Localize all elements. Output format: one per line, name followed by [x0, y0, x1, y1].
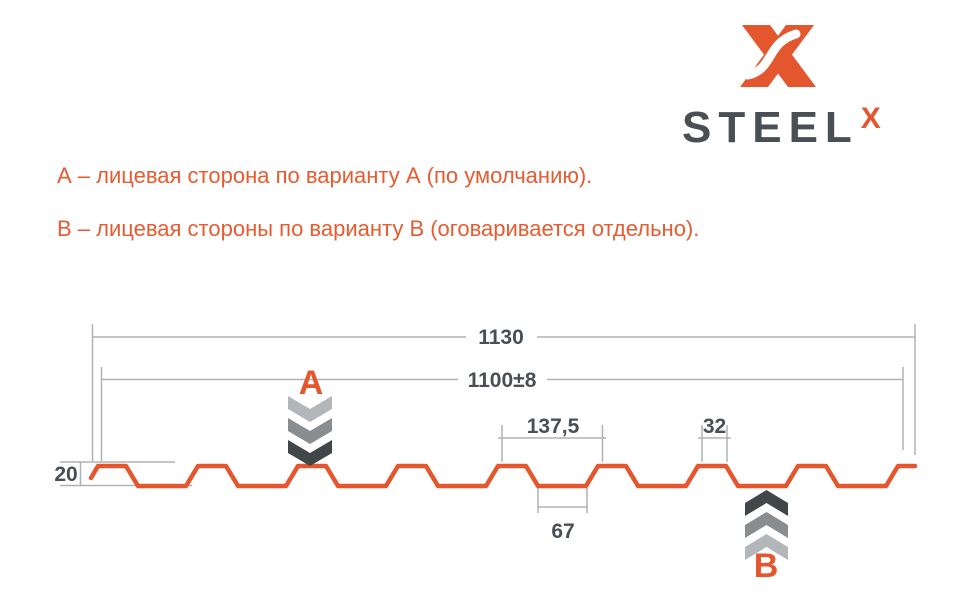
marker-b-letter: B [754, 547, 779, 585]
note-variant-b: В – лицевая стороны по варианту В (огова… [57, 216, 700, 241]
profile-sheet-outline [88, 463, 918, 489]
brand-wordmark: STEELX [682, 102, 881, 153]
dim-label-32: 32 [703, 415, 726, 438]
dim-label-1130: 1130 [478, 326, 524, 349]
dim-label-67: 67 [551, 520, 574, 543]
chevron-up-mid [745, 512, 788, 538]
chevron-down-mid [288, 418, 332, 444]
dim-1130: 1130 [92, 326, 915, 349]
dim-67: 67 [537, 488, 588, 543]
dim-137-5: 137,5 [498, 415, 606, 462]
steelx-x-icon [740, 25, 816, 87]
chevron-down-dark [288, 440, 332, 466]
chevron-up-light [745, 534, 788, 560]
dim-32: 32 [698, 415, 731, 462]
brand-sup-x: X [860, 102, 881, 135]
chevron-down-light [288, 396, 332, 422]
marker-b: B [745, 490, 788, 585]
note-variant-a: А – лицевая сторона по варианту А (по ум… [57, 163, 593, 188]
marker-a: A [288, 364, 332, 466]
dim-label-137-5: 137,5 [527, 415, 580, 438]
extension-lines [91, 324, 916, 461]
dim-label-1100: 1100±8 [468, 369, 537, 392]
logo: STEELX [660, 0, 920, 153]
brand-name: STEEL [682, 103, 859, 152]
dim-label-20: 20 [54, 463, 77, 486]
chevron-up-dark [745, 490, 788, 516]
chevrons-down-a-icon [288, 396, 332, 466]
dim-1100: 1100±8 [101, 369, 903, 392]
chevrons-up-b-icon [745, 490, 788, 560]
marker-a-letter: A [299, 364, 324, 402]
